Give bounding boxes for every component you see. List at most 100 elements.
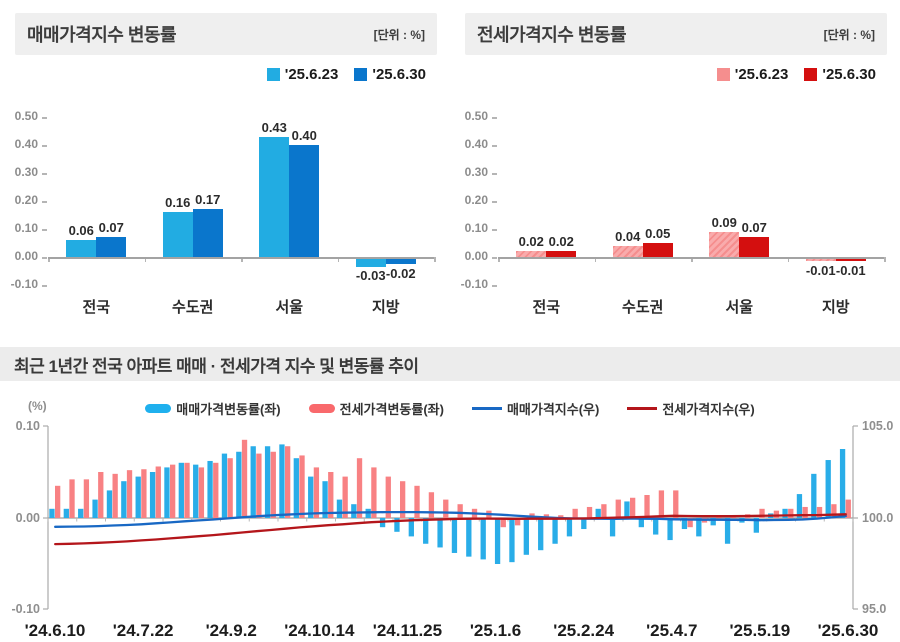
bar-지방-'25.6.23	[355, 258, 386, 267]
trend-bar-매매가격변동률(좌)	[437, 518, 443, 548]
trend-bar-매매가격변동률(좌)	[207, 460, 213, 518]
top-charts-row: 매매가격지수 변동률 [단위 : %] '25.6.23 '25.6.30 0.5…	[0, 0, 900, 345]
trend-legend-label: 매매가격지수(우)	[506, 401, 600, 417]
bar-value-label: 0.04	[615, 228, 641, 244]
legend-item: '25.6.23	[266, 66, 338, 83]
y-tick-mark	[42, 145, 47, 147]
trend-bar-매매가격변동률(좌)	[221, 453, 228, 518]
trend-bar-매매가격변동률(좌)	[336, 499, 343, 518]
y-tick-mark	[42, 257, 47, 259]
trend-bar-전세가격변동률(좌)	[759, 508, 765, 518]
trend-bar-매매가격변동률(좌)	[394, 518, 400, 532]
bar-value-label: 0.02	[548, 234, 574, 250]
y-tick-mark	[492, 285, 497, 287]
x-axis-label: '24.9.2	[206, 621, 257, 640]
trend-bar-전세가격변동률(좌)	[155, 466, 161, 518]
category-label: 전국	[532, 299, 561, 316]
trend-bar-전세가격변동률(좌)	[213, 462, 219, 518]
line-swatch-icon	[627, 406, 658, 410]
bar-수도권-'25.6.23	[612, 245, 643, 257]
trend-bar-전세가격변동률(좌)	[457, 504, 463, 518]
x-axis-label: '24.10.14	[284, 621, 355, 640]
y-tick-mark	[42, 173, 47, 175]
bar-수도권-'25.6.23	[162, 212, 193, 257]
x-axis-label: '25.2.24	[553, 621, 614, 640]
trend-bar-전세가격변동률(좌)	[385, 476, 391, 518]
bar-서울-'25.6.23	[259, 136, 290, 257]
trend-header: 최근 1년간 전국 아파트 매매 · 전세가격 지수 및 변동률 추이	[0, 347, 900, 381]
bar-수도권-'25.6.30	[642, 243, 673, 257]
trend-bar-매매가격변동률(좌)	[451, 518, 458, 553]
bar-value-label: -0.01	[805, 262, 836, 278]
bar-value-label: 0.43	[261, 119, 287, 135]
trend-bar-매매가격변동률(좌)	[423, 518, 429, 544]
trend-legend-label: 전세가격변동률(좌)	[339, 401, 444, 417]
y-tick-label: 0.40	[464, 137, 488, 151]
y-tick-mark	[492, 145, 497, 147]
x-tick-mark	[691, 257, 693, 262]
x-axis-label: '24.7.22	[113, 621, 174, 640]
y-tick-label: 0.00	[14, 249, 38, 263]
trend-bar-매매가격변동률(좌)	[523, 518, 529, 555]
bar-지방-'25.6.30	[835, 258, 866, 262]
bar-value-label: -0.01	[835, 262, 866, 278]
trend-bar-매매가격변동률(좌)	[696, 518, 702, 537]
trend-bar-전세가격변동률(좌)	[658, 490, 665, 518]
trend-legend: 매매가격변동률(좌) 전세가격변동률(좌) 매매가격지수(우) 전세가격지수(우)	[0, 397, 900, 419]
bar-value-label: -0.02	[385, 265, 416, 281]
trend-bar-전세가격변동률(좌)	[227, 458, 233, 518]
trend-bar-전세가격변동률(좌)	[126, 470, 133, 518]
y-tick-label: -0.10	[10, 277, 38, 291]
category-label: 수도권	[622, 299, 664, 316]
trend-bar-매매가격변동률(좌)	[178, 462, 184, 518]
y-tick-label: 0.20	[14, 193, 38, 207]
trend-bar-매매가격변동률(좌)	[638, 518, 644, 528]
legend-swatch-icon	[804, 67, 818, 81]
trend-bar-전세가격변동률(좌)	[141, 469, 147, 518]
trend-bar-전세가격변동률(좌)	[687, 518, 693, 528]
trend-bar-매매가격변동률(좌)	[653, 518, 659, 535]
y-tick-label: 0.50	[464, 109, 488, 123]
trend-bar-전세가격변동률(좌)	[313, 467, 320, 518]
bar-swatch-icon	[308, 403, 335, 413]
jeonse-price-panel: 전세가격지수 변동률 [단위 : %] '25.6.23 '25.6.30 0.5…	[450, 0, 900, 345]
trend-bar-매매가격변동률(좌)	[193, 464, 199, 518]
sales-legend: '25.6.23 '25.6.30	[266, 64, 426, 84]
trend-bar-전세가격변동률(좌)	[500, 518, 506, 528]
x-axis-label: '24.11.25	[373, 621, 442, 640]
trend-bar-전세가격변동률(좌)	[630, 497, 636, 518]
bar-value-label: 0.05	[645, 226, 671, 241]
legend-item: '25.6.30	[804, 66, 876, 83]
x-tick-mark	[241, 257, 243, 262]
trend-bar-전세가격변동률(좌)	[601, 504, 607, 518]
trend-bar-매매가격변동률(좌)	[106, 490, 113, 518]
trend-bar-매매가격변동률(좌)	[121, 481, 127, 518]
trend-bar-전세가격변동률(좌)	[83, 479, 90, 518]
trend-bar-전세가격변동률(좌)	[644, 495, 650, 518]
jeonse-legend: '25.6.23 '25.6.30	[716, 64, 876, 84]
category-label: 서울	[725, 299, 754, 316]
y-tick-mark	[42, 229, 47, 231]
trend-bar-전세가격변동률(좌)	[443, 499, 449, 518]
trend-bar-매매가격변동률(좌)	[351, 504, 357, 518]
trend-bar-매매가격변동률(좌)	[538, 518, 544, 551]
bar-지방-'25.6.30	[385, 258, 416, 265]
trend-bar-전세가격변동률(좌)	[342, 476, 348, 518]
y-tick-mark	[42, 285, 47, 287]
trend-bar-매매가격변동률(좌)	[566, 518, 573, 537]
y-tick-mark	[42, 201, 47, 203]
bar-전국-'25.6.23	[66, 240, 97, 257]
sales-bar-chart: 0.50 0.40 0.30 0.20 0.10 0.00 -0.10 0.06 0.07 전국 0…	[0, 100, 450, 335]
bar-value-label: -0.03	[355, 268, 386, 284]
trend-bar-전세가격변동률(좌)	[558, 515, 564, 518]
trend-bar-매매가격변동률(좌)	[839, 449, 846, 518]
bar-전국-'25.6.30	[546, 251, 577, 257]
trend-bar-전세가격변동률(좌)	[241, 439, 248, 518]
y-tick-label: 0.50	[14, 109, 38, 123]
sales-panel-header: 매매가격지수 변동률 [단위 : %]	[15, 13, 437, 55]
x-tick-mark	[434, 257, 436, 262]
trend-bar-전세가격변동률(좌)	[845, 499, 851, 518]
y-tick-mark	[492, 257, 497, 259]
trend-bar-전세가격변동률(좌)	[802, 506, 808, 518]
y-tick-mark	[492, 201, 497, 203]
